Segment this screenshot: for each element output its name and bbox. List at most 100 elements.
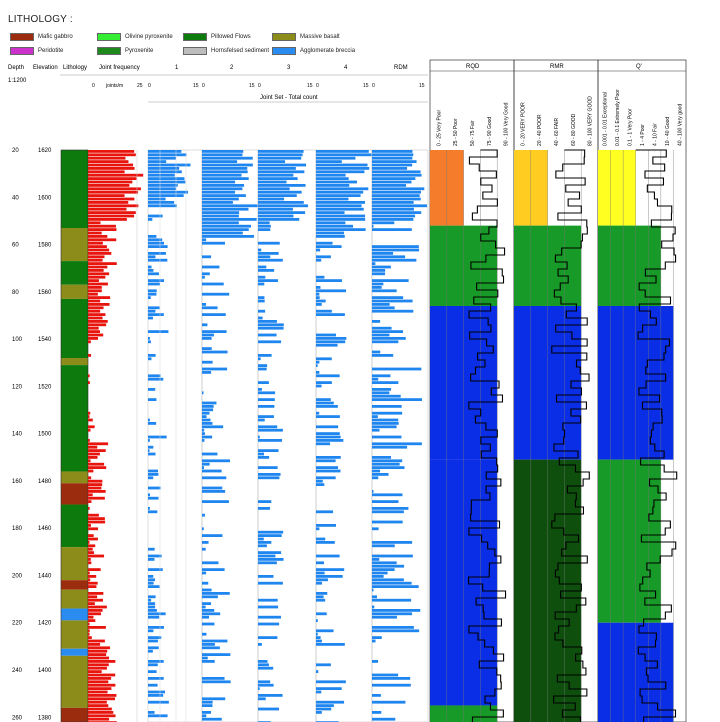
joint-count-bar	[202, 452, 218, 456]
joint-count-bar	[88, 629, 90, 633]
lithology-interval	[61, 707, 88, 722]
joint-count-bar	[372, 588, 374, 592]
joint-count-bar	[88, 575, 97, 578]
joint-count-bar	[372, 252, 394, 255]
joint-count-bar	[88, 609, 103, 612]
joint-count-bar	[202, 201, 233, 204]
elevation-label: 1420	[38, 621, 52, 627]
joint-count-bar	[372, 595, 377, 599]
joint-count-bar	[88, 411, 91, 415]
joint-count-bar	[316, 153, 372, 157]
joint-count-bar	[372, 282, 384, 286]
joint-count-bar	[372, 173, 422, 177]
joint-count-bar	[258, 398, 275, 401]
joint-count-bar	[148, 683, 158, 687]
joint-count-bar	[148, 595, 156, 599]
joint-count-bar	[148, 649, 153, 653]
joint-count-bar	[372, 636, 382, 639]
joint-count-bar	[372, 615, 397, 619]
joint-count-bar	[372, 677, 411, 680]
joint-count-bar	[202, 184, 245, 187]
joint-count-bar	[148, 469, 158, 473]
rqd-header: RQD	[466, 64, 480, 70]
joint-count-bar	[88, 486, 102, 490]
joint-count-bar	[88, 150, 135, 153]
lithology-interval	[61, 365, 88, 472]
joint-count-bar	[316, 537, 326, 541]
joint-count-bar	[258, 228, 271, 231]
joint-count-bar	[202, 204, 258, 208]
joint-count-bar	[88, 680, 109, 684]
joint-count-bar	[316, 459, 336, 463]
lithology-header: Lithology	[63, 65, 87, 71]
joint-count-bar	[372, 381, 399, 384]
joint-count-bar	[316, 619, 318, 622]
rqd-class-label: 75 - 90 Good	[487, 117, 493, 146]
joint-count-bar	[316, 201, 366, 204]
joint-count-bar	[258, 537, 264, 541]
joint-count-bar	[372, 350, 381, 354]
joint-count-bar	[316, 248, 321, 252]
joint-count-bar	[88, 544, 96, 548]
joint-count-bar	[372, 428, 380, 432]
joint-count-bar	[372, 272, 386, 276]
joint-count-bar	[88, 476, 92, 480]
joint-count-bar	[88, 643, 101, 646]
joint-count-bar	[258, 153, 303, 157]
joint-count-bar	[316, 167, 370, 170]
joint-count-bar	[372, 476, 379, 480]
joint-count-bar	[148, 197, 166, 201]
joint-count-bar	[372, 510, 404, 514]
joint-count-bar	[258, 309, 266, 313]
joint-count-bar	[202, 425, 224, 429]
joint-count-bar	[88, 415, 90, 418]
joint-count-bar	[202, 439, 205, 442]
joint-count-bar	[148, 313, 164, 316]
joint-count-bar	[202, 500, 229, 503]
joint-count-bar	[148, 153, 187, 157]
lithology-interval	[61, 504, 88, 548]
rqd-class-label: 90 - 100 Very Good	[504, 102, 510, 146]
joint-count-bar	[202, 646, 220, 650]
joint-count-bar	[202, 615, 210, 619]
joint-count-bar	[372, 639, 376, 643]
joint-count-bar	[372, 167, 408, 170]
joint-count-bar	[88, 615, 94, 619]
joint-count-bar	[202, 612, 221, 616]
joint-count-bar	[258, 320, 277, 323]
joint-count-bar	[202, 156, 253, 160]
joint-count-bar	[202, 541, 209, 544]
joint-count-bar	[372, 609, 421, 612]
joint-count-bar	[258, 534, 282, 537]
joint-count-bar	[88, 541, 90, 544]
joint-count-bar	[202, 660, 215, 663]
set-tick-15: 15	[419, 83, 425, 89]
joint-count-bar	[148, 150, 182, 153]
joint-count-bar	[202, 194, 246, 197]
joint-count-bar	[88, 677, 112, 680]
joint-count-bar	[258, 211, 306, 214]
joint-count-bar	[88, 313, 106, 316]
joint-count-bar	[258, 340, 282, 344]
joint-count-bar	[88, 292, 98, 296]
joint-count-bar	[316, 432, 340, 435]
joint-count-bar	[258, 452, 265, 456]
joint-count-bar	[202, 170, 248, 174]
joint-count-bar	[316, 255, 331, 259]
joint-count-bar	[88, 704, 109, 707]
joint-count-bar	[88, 687, 112, 690]
joint-count-bar	[88, 449, 106, 452]
joint-count-bar	[316, 187, 369, 191]
joint-count-bar	[88, 619, 96, 622]
joint-count-bar	[88, 418, 93, 422]
joint-count-bar	[372, 660, 379, 663]
joint-count-bar	[372, 180, 412, 184]
joint-count-bar	[148, 626, 164, 629]
joint-count-bar	[88, 241, 103, 245]
joint-count-bar	[372, 585, 419, 588]
joint-count-bar	[88, 184, 130, 187]
joint-count-bar	[88, 517, 105, 520]
joint-count-bar	[148, 296, 151, 299]
joint-count-bar	[202, 163, 253, 167]
joint-count-bar	[202, 588, 212, 592]
